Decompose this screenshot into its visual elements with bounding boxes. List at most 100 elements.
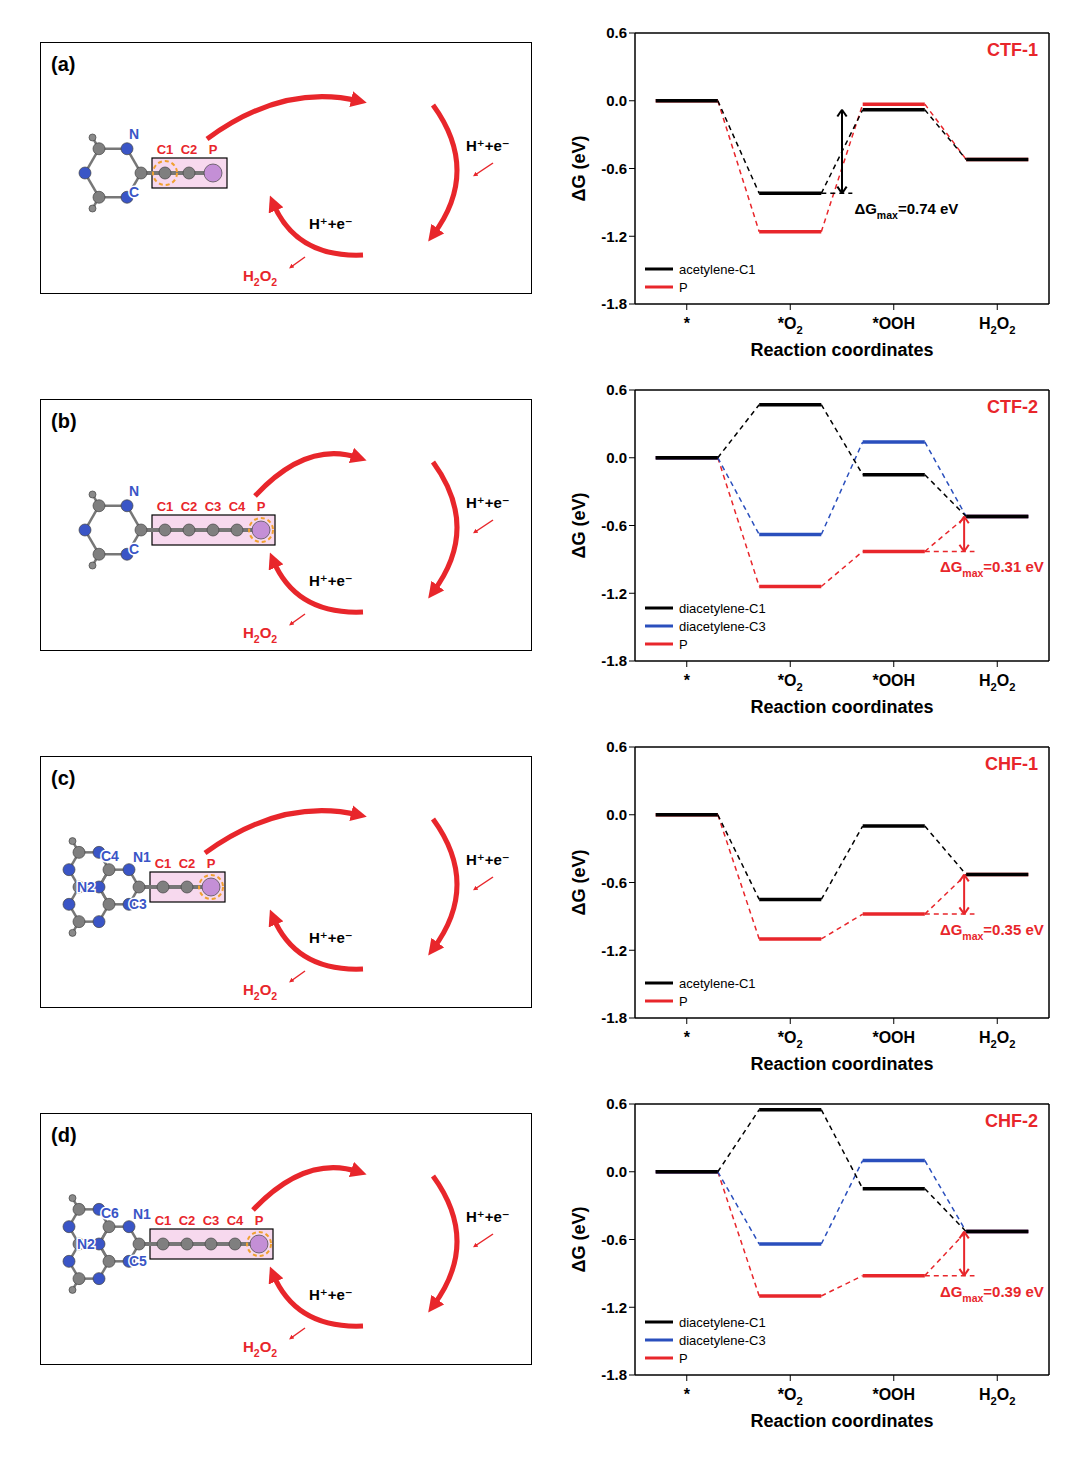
svg-text:P: P	[257, 499, 266, 514]
svg-text:C1: C1	[155, 856, 172, 871]
svg-text:C3: C3	[203, 1213, 220, 1228]
svg-text:*O2: *O2	[778, 1029, 803, 1050]
svg-text:(a): (a)	[51, 53, 75, 75]
svg-text:C1: C1	[155, 1213, 172, 1228]
svg-text:C2: C2	[179, 1213, 196, 1228]
html-text:CTF-2: CTF-2	[987, 397, 1038, 417]
html-text:acetylene-C1: acetylene-C1	[679, 261, 756, 277]
html-text:acetylene-C1: acetylene-C1	[679, 975, 756, 991]
svg-text:(b): (b)	[51, 410, 77, 432]
svg-text:ΔG (eV): ΔG (eV)	[569, 850, 589, 916]
svg-text:N1: N1	[133, 1206, 151, 1222]
svg-text:-1.8: -1.8	[601, 295, 627, 312]
svg-text:H2O2: H2O2	[979, 1386, 1015, 1407]
svg-text:(c): (c)	[51, 767, 75, 789]
svg-text:H⁺+e⁻: H⁺+e⁻	[309, 1286, 353, 1303]
svg-text:*OOH: *OOH	[872, 1386, 915, 1403]
svg-text:H⁺+e⁻: H⁺+e⁻	[309, 572, 353, 589]
svg-text:H2O2: H2O2	[243, 981, 277, 1002]
svg-text:H2O2: H2O2	[243, 267, 277, 288]
svg-text:C1: C1	[157, 499, 174, 514]
svg-text:N1: N1	[133, 849, 151, 865]
svg-text:C1: C1	[157, 142, 174, 157]
svg-text:C6: C6	[101, 1205, 119, 1221]
html-text:CTF-1: CTF-1	[987, 40, 1038, 60]
svg-text:C3: C3	[129, 896, 147, 912]
svg-text:Reaction coordinates: Reaction coordinates	[750, 340, 933, 360]
svg-text:*: *	[684, 1386, 691, 1403]
svg-text:*: *	[684, 1029, 691, 1046]
svg-text:*OOH: *OOH	[872, 315, 915, 332]
svg-text:N2: N2	[77, 879, 95, 895]
svg-text:P: P	[255, 1213, 264, 1228]
svg-text:Reaction coordinates: Reaction coordinates	[750, 697, 933, 717]
svg-text:N: N	[129, 126, 139, 142]
svg-text:C2: C2	[181, 142, 198, 157]
svg-text:-1.2: -1.2	[601, 585, 627, 602]
svg-text:(d): (d)	[51, 1124, 77, 1146]
svg-text:0.6: 0.6	[606, 24, 627, 41]
svg-text:ΔGmax=0.31 eV: ΔGmax=0.31 eV	[940, 558, 1044, 579]
svg-text:H2O2: H2O2	[979, 315, 1015, 336]
svg-text:Reaction coordinates: Reaction coordinates	[750, 1411, 933, 1431]
svg-text:ΔG (eV): ΔG (eV)	[569, 136, 589, 202]
svg-text:*O2: *O2	[778, 315, 803, 336]
svg-text:C3: C3	[205, 499, 222, 514]
svg-text:N2: N2	[77, 1236, 95, 1252]
svg-text:ΔG (eV): ΔG (eV)	[569, 493, 589, 559]
svg-text:H⁺+e⁻: H⁺+e⁻	[466, 851, 510, 868]
svg-text:P: P	[209, 142, 218, 157]
svg-text:C4: C4	[229, 499, 246, 514]
svg-text:-1.2: -1.2	[601, 942, 627, 959]
svg-text:H⁺+e⁻: H⁺+e⁻	[466, 137, 510, 154]
svg-text:*OOH: *OOH	[872, 672, 915, 689]
svg-text:H⁺+e⁻: H⁺+e⁻	[466, 494, 510, 511]
svg-text:ΔG (eV): ΔG (eV)	[569, 1207, 589, 1273]
svg-text:H⁺+e⁻: H⁺+e⁻	[466, 1208, 510, 1225]
svg-text:0.6: 0.6	[606, 1095, 627, 1112]
svg-text:-1.2: -1.2	[601, 1299, 627, 1316]
svg-text:0.6: 0.6	[606, 738, 627, 755]
html-text:CHF-2: CHF-2	[985, 1111, 1038, 1131]
svg-text:0.0: 0.0	[606, 92, 627, 109]
svg-text:H⁺+e⁻: H⁺+e⁻	[309, 215, 353, 232]
svg-text:Reaction coordinates: Reaction coordinates	[750, 1054, 933, 1074]
svg-text:ΔGmax=0.74 eV: ΔGmax=0.74 eV	[854, 200, 958, 221]
svg-text:H2O2: H2O2	[979, 672, 1015, 693]
svg-text:-1.8: -1.8	[601, 1009, 627, 1026]
svg-text:*O2: *O2	[778, 1386, 803, 1407]
svg-text:0.0: 0.0	[606, 806, 627, 823]
svg-text:*O2: *O2	[778, 672, 803, 693]
svg-text:-0.6: -0.6	[601, 1231, 627, 1248]
svg-text:0.0: 0.0	[606, 1163, 627, 1180]
svg-text:C: C	[129, 184, 139, 200]
svg-text:C5: C5	[129, 1253, 147, 1269]
svg-text:C4: C4	[101, 848, 119, 864]
svg-text:-1.8: -1.8	[601, 1366, 627, 1383]
svg-text:*OOH: *OOH	[872, 1029, 915, 1046]
svg-text:C2: C2	[181, 499, 198, 514]
svg-text:N: N	[129, 483, 139, 499]
svg-text:H2O2: H2O2	[979, 1029, 1015, 1050]
svg-text:ΔGmax=0.39 eV: ΔGmax=0.39 eV	[940, 1283, 1044, 1304]
svg-text:C2: C2	[179, 856, 196, 871]
svg-text:-1.2: -1.2	[601, 228, 627, 245]
svg-text:*: *	[684, 315, 691, 332]
svg-text:-0.6: -0.6	[601, 874, 627, 891]
svg-text:P: P	[207, 856, 216, 871]
html-text:diacetylene-C3: diacetylene-C3	[679, 618, 766, 634]
svg-text:*: *	[684, 672, 691, 689]
svg-text:0.6: 0.6	[606, 381, 627, 398]
svg-text:H⁺+e⁻: H⁺+e⁻	[309, 929, 353, 946]
svg-text:C4: C4	[227, 1213, 244, 1228]
svg-text:H2O2: H2O2	[243, 1338, 277, 1359]
svg-text:H2O2: H2O2	[243, 624, 277, 645]
html-text:diacetylene-C1: diacetylene-C1	[679, 600, 766, 616]
html-text:CHF-1: CHF-1	[985, 754, 1038, 774]
svg-text:-0.6: -0.6	[601, 517, 627, 534]
svg-text:-1.8: -1.8	[601, 652, 627, 669]
svg-text:C: C	[129, 541, 139, 557]
svg-text:-0.6: -0.6	[601, 160, 627, 177]
svg-text:0.0: 0.0	[606, 449, 627, 466]
svg-text:ΔGmax=0.35 eV: ΔGmax=0.35 eV	[940, 921, 1044, 942]
